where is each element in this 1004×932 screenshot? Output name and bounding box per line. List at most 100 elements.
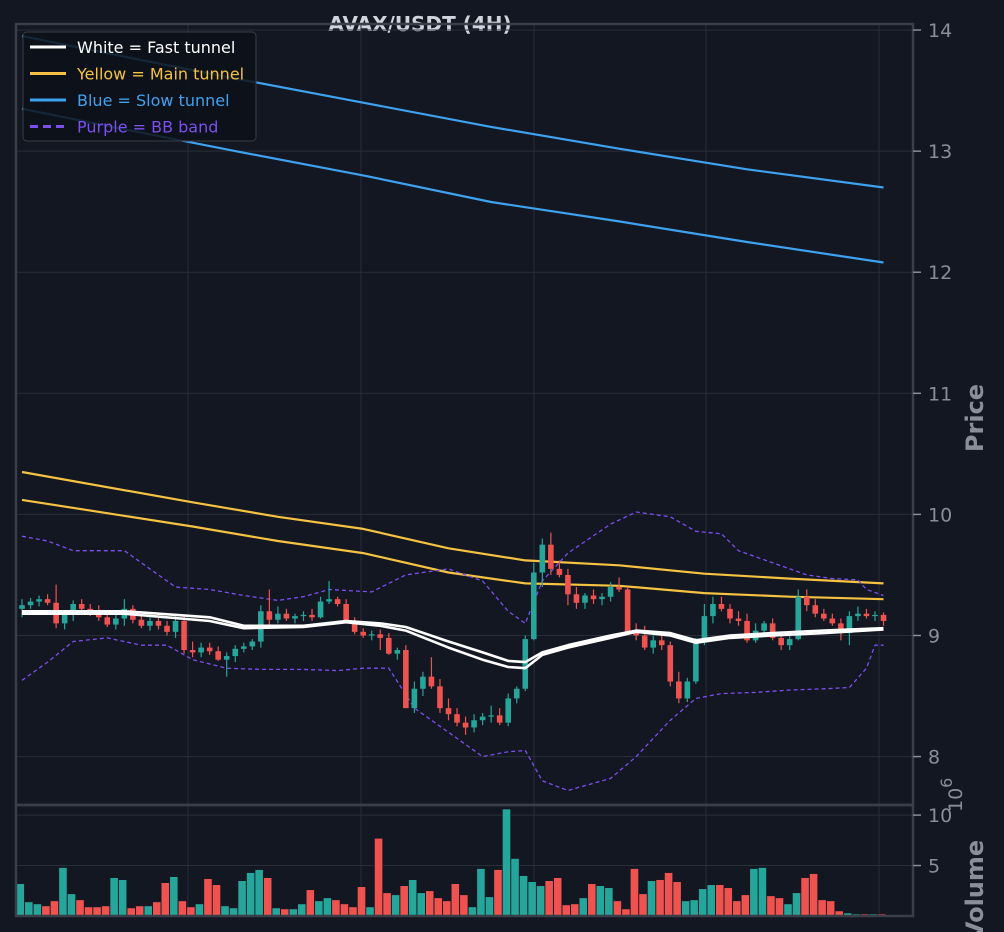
volume-bar (297, 903, 307, 917)
volume-bar (152, 901, 162, 917)
candle-up (317, 601, 324, 618)
candle-down (266, 611, 273, 620)
volume-bar (527, 881, 537, 917)
volume-bar (459, 894, 469, 917)
price-tick-label: 13 (928, 141, 952, 163)
candle-down (334, 599, 341, 604)
candle-down (573, 594, 580, 603)
volume-bar (647, 880, 656, 917)
volume-bar (672, 881, 682, 917)
candle-down (641, 635, 648, 648)
candle-down (667, 645, 674, 682)
volume-bar (220, 905, 230, 917)
volume-bar (382, 892, 392, 917)
candle-up (147, 620, 153, 626)
candle-down (633, 631, 639, 636)
legend-entry-label: Yellow = Main tunnel (76, 65, 244, 84)
main-tunnel-upper-line (21, 470, 884, 585)
volume-bar (67, 893, 76, 917)
candle-up (855, 613, 861, 617)
candle-down (556, 568, 563, 575)
volume-bar (84, 906, 93, 917)
candle-down (206, 647, 213, 652)
candle-down (403, 650, 409, 709)
volume-bar (595, 885, 605, 917)
volume-bar (638, 893, 648, 917)
price-tick-label: 11 (928, 383, 952, 405)
volume-bar (519, 875, 528, 917)
candle-down (658, 640, 665, 646)
candle-up (292, 616, 298, 619)
bb-band (21, 511, 884, 792)
candle-down (454, 714, 460, 723)
candle-down (624, 589, 631, 632)
candle-up (795, 596, 802, 640)
volume-bar (408, 879, 418, 917)
volume-bar (630, 868, 639, 917)
price-grid (16, 24, 913, 805)
volume-bar (374, 837, 383, 917)
volume-bar (416, 892, 426, 917)
volume-bar (536, 885, 546, 917)
price-tick-label: 12 (928, 262, 952, 284)
candle-down (829, 618, 836, 624)
candle-down (437, 686, 443, 709)
candle-down (744, 620, 750, 641)
volume-bar (800, 877, 810, 917)
candle-down (155, 620, 162, 626)
price-tick-label: 8 (928, 747, 940, 769)
volume-bar (561, 904, 571, 917)
price-axis-label: Price (961, 384, 989, 452)
candle-up (761, 623, 767, 631)
candle-up (198, 647, 204, 653)
legend-entry-label: White = Fast tunnel (77, 38, 235, 57)
volume-bar (655, 879, 665, 917)
candle-up (846, 616, 853, 634)
volume-bar (246, 872, 256, 917)
candle-up (872, 614, 878, 617)
fast-tunnel (22, 610, 884, 670)
candle-up (522, 639, 529, 689)
volume-bar (433, 897, 443, 917)
volume-bar (263, 877, 273, 917)
candle-up (232, 648, 239, 657)
candle-up (27, 601, 34, 606)
candle-up (249, 641, 256, 647)
volume-bar (391, 894, 401, 917)
volume-bar (357, 886, 366, 917)
volume-bar (715, 884, 725, 917)
volume-bar (792, 892, 801, 917)
volume-bar (322, 897, 332, 917)
volume-bar (450, 883, 460, 917)
volume-bar (493, 869, 503, 917)
volume-bar (510, 858, 520, 917)
candle-down (812, 605, 819, 614)
candle-up (539, 544, 546, 573)
price-tick-label: 9 (928, 625, 940, 647)
candle-down (360, 631, 366, 636)
volume-bar (775, 897, 784, 917)
volume-grid (16, 805, 913, 916)
volume-bar (305, 889, 315, 917)
candle-up (326, 599, 332, 602)
volume-bar (135, 905, 145, 917)
candle-down (385, 637, 392, 654)
price-tick-label: 14 (928, 20, 952, 42)
candle-up (650, 640, 657, 648)
candle-down (283, 613, 290, 619)
volume-bar (485, 896, 494, 917)
volume-bar (809, 873, 818, 917)
candle-down (428, 676, 435, 687)
candle-up (693, 641, 699, 682)
volume-axis-label: Volume (961, 840, 989, 932)
candle-down (377, 634, 384, 638)
volume-panel-frame (14, 803, 915, 918)
candle-down (496, 715, 503, 723)
volume-bar (331, 899, 341, 917)
candle-up (275, 613, 281, 620)
volume-tick-label: 10 (928, 805, 952, 827)
volume-panel: 5 10 Volume 106 (14, 778, 989, 932)
volume-bar (553, 877, 563, 917)
legend-entry-label: Purple = BB band (77, 118, 218, 137)
